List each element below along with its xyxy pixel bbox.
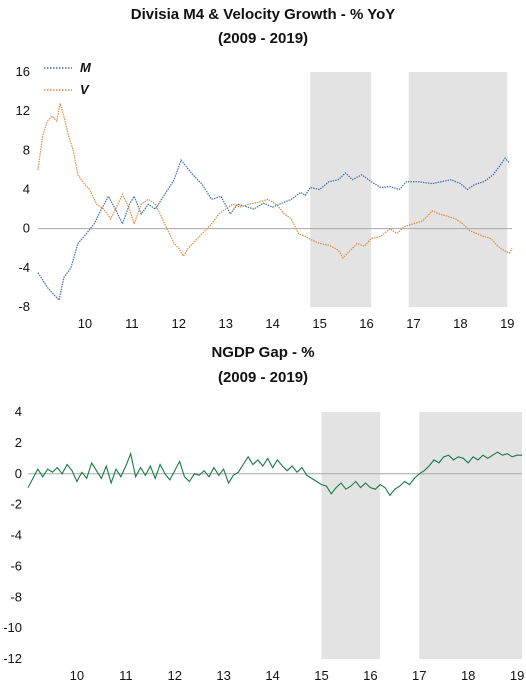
y-tick-label: 0: [15, 466, 22, 481]
y-tick-label: -4: [18, 260, 30, 275]
chart-title: Divisia M4 & Velocity Growth - % YoY: [130, 6, 396, 23]
series-line-m: [37, 157, 511, 302]
y-tick-label: 0: [23, 221, 30, 236]
x-tick-label: 19: [510, 668, 524, 683]
x-tick-label: 10: [70, 668, 84, 683]
x-tick-label: 13: [216, 668, 230, 683]
velocity-chart: Divisia M4 & Velocity Growth - % YoY (20…: [0, 0, 526, 340]
y-tick-label: 12: [16, 103, 30, 118]
y-tick-label: -8: [18, 299, 30, 314]
x-tick-label: 12: [172, 316, 186, 331]
x-tick-label: 15: [314, 668, 328, 683]
series-line-v: [37, 103, 513, 259]
x-tick-label: 12: [167, 668, 181, 683]
y-tick-label: 4: [15, 404, 22, 419]
y-tick-label: -10: [3, 620, 22, 635]
y-tick-label: 2: [15, 435, 22, 450]
legend-label: V: [80, 82, 90, 97]
y-tick-label: 4: [23, 182, 30, 197]
x-tick-label: 14: [265, 316, 279, 331]
x-tick-label: 13: [218, 316, 232, 331]
chart-subtitle: (2009 - 2019): [217, 30, 309, 47]
x-tick-label: 18: [461, 668, 475, 683]
x-tick-label: 17: [412, 668, 426, 683]
shaded-period: [310, 72, 372, 307]
x-tick-label: 15: [312, 316, 326, 331]
x-tick-label: 11: [125, 316, 139, 331]
shaded-period: [408, 72, 508, 307]
legend-label: M: [80, 60, 92, 75]
shaded-period: [321, 412, 381, 659]
series-line-ngdp-gap: [27, 451, 522, 497]
y-tick-label: -6: [10, 558, 22, 573]
y-tick-label: 8: [23, 142, 30, 157]
y-tick-label: 16: [16, 64, 30, 79]
y-tick-label: -4: [10, 528, 22, 543]
ngdp-gap-chart-plot: -12 -10 -8 -6 -4 -2 0 2 4 10 11 12 13 14 15 16 17 18 19: [3, 404, 524, 683]
y-tick-label: -8: [10, 589, 22, 604]
x-tick-label: 16: [359, 316, 373, 331]
ngdp-gap-chart: NGDP Gap - % (2009 - 2019) -12 -10 -8 -6 -4-…: [0, 340, 526, 686]
x-tick-label: 10: [78, 316, 92, 331]
chart-subtitle: (2009 - 2019): [217, 369, 309, 386]
x-tick-label: 19: [500, 316, 514, 331]
chart-title: NGDP Gap - %: [211, 344, 315, 361]
x-tick-label: 11: [119, 668, 133, 683]
shaded-period: [419, 412, 522, 659]
y-tick-label: -2: [10, 497, 22, 512]
x-tick-label: 18: [453, 316, 467, 331]
velocity-chart-plot: -8 -4 0 4 8 12 16 10 11 12 13 14 15 16 17 18 19 MV: [16, 60, 515, 331]
x-tick-label: 17: [406, 316, 420, 331]
y-tick-label: -12: [3, 651, 22, 666]
x-tick-label: 14: [265, 668, 279, 683]
x-tick-label: 16: [363, 668, 377, 683]
